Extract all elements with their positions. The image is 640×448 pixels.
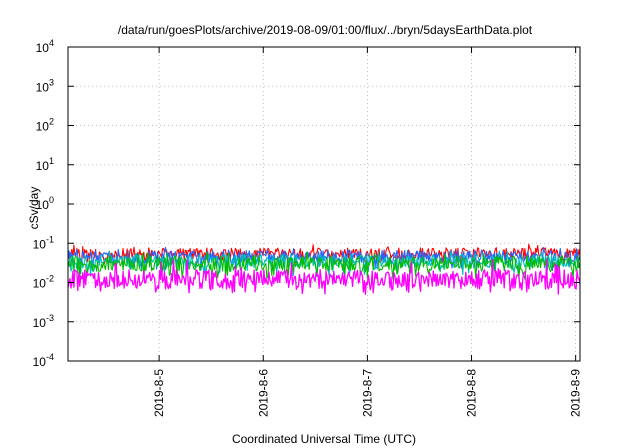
y-tick-base: 10 — [33, 355, 47, 369]
y-tick-exponent: 3 — [49, 77, 54, 87]
x-tick-label: 2019-8-8 — [465, 369, 479, 417]
y-tick-label: 10-2 — [33, 274, 54, 291]
x-tick-label: 2019-8-9 — [569, 369, 583, 417]
y-tick-exponent: 4 — [49, 38, 54, 48]
y-tick-base: 10 — [36, 41, 50, 55]
y-tick-exponent: 0 — [49, 195, 54, 205]
chart-title: /data/run/goesPlots/archive/2019-08-09/0… — [118, 23, 533, 37]
y-tick-label: 10-3 — [33, 313, 54, 330]
y-tick-base: 10 — [36, 198, 50, 212]
y-tick-label: 102 — [36, 117, 54, 134]
y-tick-exponent: -1 — [46, 234, 54, 244]
series-line — [67, 251, 581, 280]
y-tick-exponent: -2 — [46, 274, 54, 284]
x-tick-label: 2019-8-6 — [256, 369, 270, 417]
y-tick-base: 10 — [36, 159, 50, 173]
y-tick-label: 100 — [36, 195, 54, 212]
y-tick-exponent: -3 — [46, 313, 54, 323]
y-tick-base: 10 — [33, 237, 47, 251]
y-tick-label: 101 — [36, 156, 54, 173]
chart-grid — [68, 47, 580, 361]
series-line — [67, 258, 581, 295]
y-tick-base: 10 — [33, 316, 47, 330]
y-axis-label: cSv/day — [27, 187, 41, 230]
y-tick-exponent: -4 — [46, 352, 54, 362]
y-tick-base: 10 — [36, 80, 50, 94]
x-axis: 2019-8-5 2019-8-6 2019-8-7 2019-8-8 2019-8-9 — [152, 47, 583, 417]
x-tick-label: 2019-8-5 — [152, 369, 166, 417]
y-tick-exponent: 1 — [49, 156, 54, 166]
y-tick-base: 10 — [36, 120, 50, 134]
y-tick-label: 103 — [36, 77, 54, 94]
x-tick-label: 2019-8-7 — [360, 369, 374, 417]
chart-series — [67, 243, 581, 295]
y-tick-label: 10-4 — [33, 352, 54, 369]
y-tick-base: 10 — [33, 277, 47, 291]
y-tick-label: 10-1 — [33, 234, 54, 251]
y-tick-exponent: 2 — [49, 117, 54, 127]
y-tick-label: 104 — [36, 38, 54, 55]
x-axis-label: Coordinated Universal Time (UTC) — [232, 432, 416, 446]
